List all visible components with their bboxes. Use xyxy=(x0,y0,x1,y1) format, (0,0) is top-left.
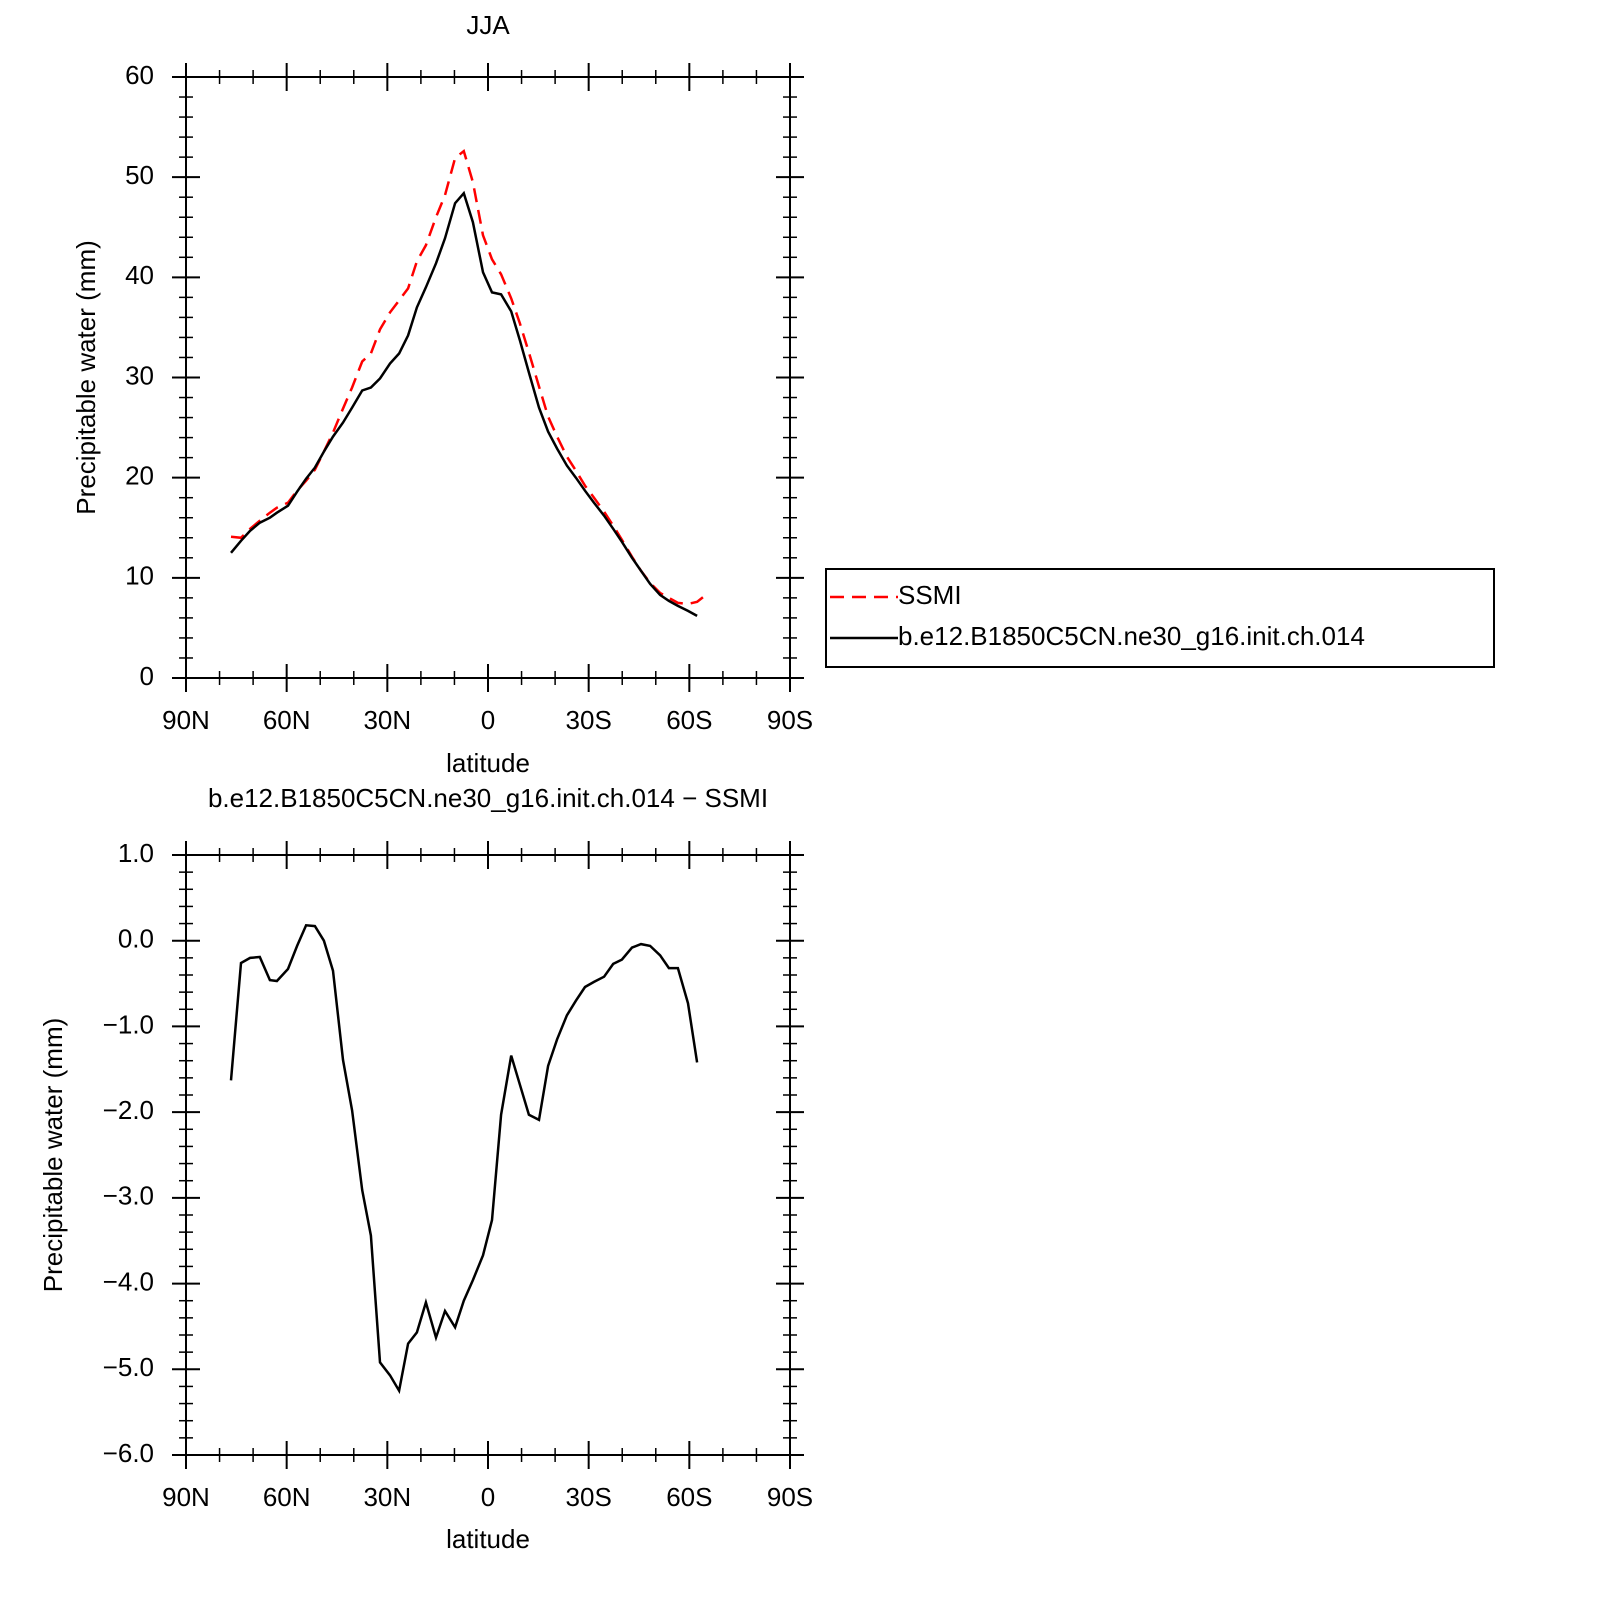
x-tick-label: 30S xyxy=(566,1482,612,1512)
x-tick-label: 30N xyxy=(363,705,411,735)
x-tick-label: 60N xyxy=(263,1482,311,1512)
y-tick-label: −2.0 xyxy=(103,1095,154,1125)
y-tick-label: −3.0 xyxy=(103,1181,154,1211)
y-tick-label: 1.0 xyxy=(118,838,154,868)
x-tick-label: 30N xyxy=(363,1482,411,1512)
y-tick-label: −4.0 xyxy=(103,1266,154,1296)
legend-box xyxy=(825,568,1495,668)
y-tick-label: 30 xyxy=(125,360,154,390)
y-tick-label: 0 xyxy=(140,661,154,691)
data-line xyxy=(229,923,699,1395)
x-tick-label: 90S xyxy=(767,705,813,735)
y-tick-label: 10 xyxy=(125,561,154,591)
y-tick-label: −1.0 xyxy=(103,1009,154,1039)
y-tick-label: 20 xyxy=(125,461,154,491)
data-line xyxy=(230,190,698,617)
x-tick-label: 30S xyxy=(566,705,612,735)
chart-title: b.e12.B1850C5CN.ne30_g16.init.ch.014 − S… xyxy=(208,783,768,813)
y-tick-label: −5.0 xyxy=(103,1352,154,1382)
plot-frame xyxy=(185,76,791,679)
y-tick-label: 50 xyxy=(125,160,154,190)
x-tick-label: 0 xyxy=(481,1482,495,1512)
y-tick-label: 60 xyxy=(125,60,154,90)
legend-label: SSMI xyxy=(898,580,962,610)
plot-frame xyxy=(185,854,791,1456)
x-tick-label: 60S xyxy=(666,1482,712,1512)
y-tick-label: −6.0 xyxy=(103,1438,154,1468)
legend-label: b.e12.B1850C5CN.ne30_g16.init.ch.014 xyxy=(898,621,1365,651)
y-tick-label: 40 xyxy=(125,260,154,290)
x-tick-label: 90S xyxy=(767,1482,813,1512)
chart-title: JJA xyxy=(466,10,510,40)
y-tick-label: 0.0 xyxy=(118,924,154,954)
x-tick-label: 0 xyxy=(481,705,495,735)
y-axis-label: Precipitable water (mm) xyxy=(38,1018,68,1293)
x-tick-label: 60S xyxy=(666,705,712,735)
y-axis-label: Precipitable water (mm) xyxy=(71,240,101,515)
x-tick-label: 60N xyxy=(263,705,311,735)
x-tick-label: 90N xyxy=(162,705,210,735)
x-axis-label: latitude xyxy=(446,1524,530,1554)
x-tick-label: 90N xyxy=(162,1482,210,1512)
x-axis-label: latitude xyxy=(446,748,530,778)
data-line xyxy=(230,148,708,606)
